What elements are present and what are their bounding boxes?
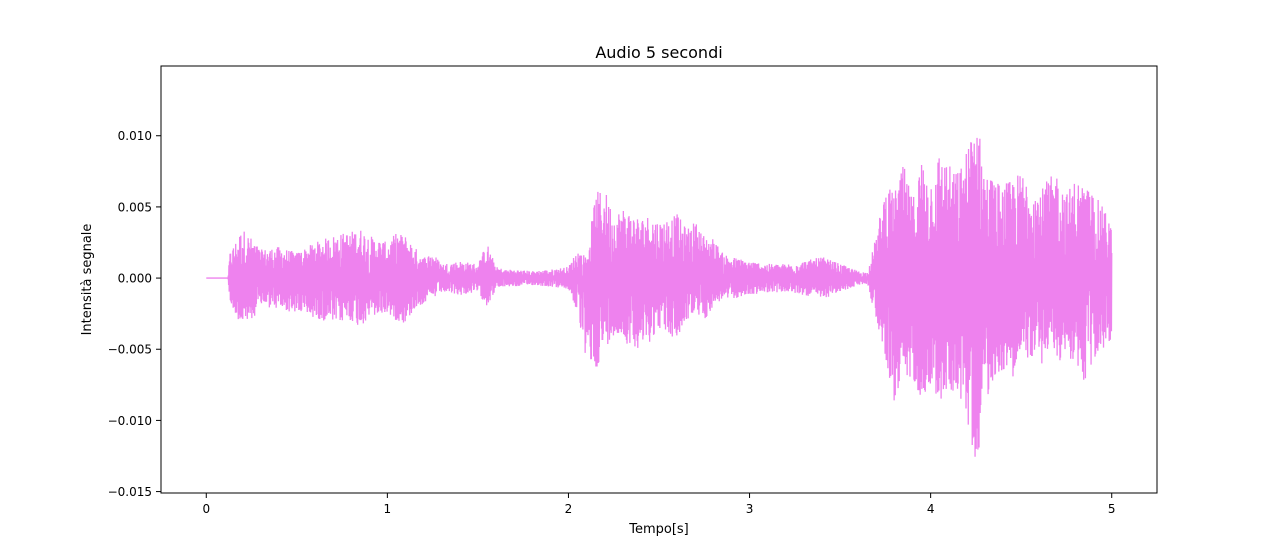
x-tick-label: 4 (927, 502, 935, 516)
y-tick-label: −0.010 (108, 414, 152, 428)
x-axis: 0 1 2 3 4 5 (202, 493, 1116, 516)
axes-frame (160, 65, 1158, 494)
x-tick-label: 2 (565, 502, 573, 516)
x-tick-label: 5 (1108, 502, 1116, 516)
y-tick-label: −0.005 (108, 343, 152, 357)
y-axis-label: Intensità segnale (80, 224, 95, 336)
waveform-series (206, 137, 1113, 457)
chart-title: Audio 5 secondi (595, 43, 722, 62)
x-tick-label: 0 (202, 502, 210, 516)
x-tick-label: 1 (384, 502, 392, 516)
y-tick-label: 0.005 (118, 200, 152, 214)
y-tick-label: 0.000 (118, 272, 152, 286)
x-axis-label: Tempo[s] (628, 522, 689, 537)
y-tick-label: −0.015 (108, 485, 152, 499)
x-tick-label: 3 (746, 502, 754, 516)
y-tick-label: 0.010 (118, 129, 152, 143)
plot-area (206, 137, 1113, 457)
y-axis: −0.015 −0.010 −0.005 0.000 0.005 0.010 (108, 129, 161, 499)
